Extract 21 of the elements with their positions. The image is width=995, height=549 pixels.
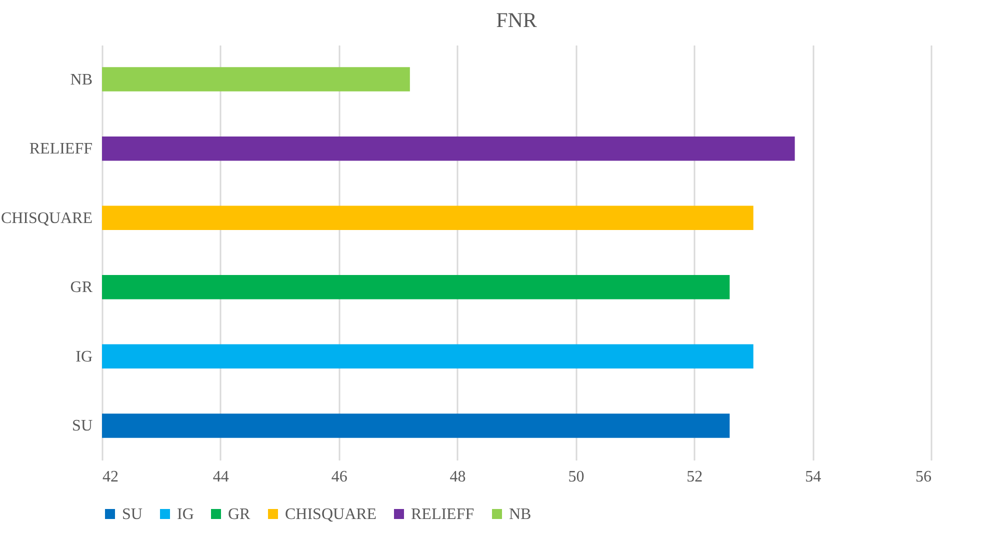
legend-label: RELIEFF xyxy=(411,506,474,523)
x-tick-label: 50 xyxy=(568,468,584,486)
y-tick-label: RELIEFF xyxy=(29,140,93,158)
y-tick-label: NB xyxy=(70,71,92,88)
y-tick-label: IG xyxy=(76,348,93,366)
legend-label: GR xyxy=(228,506,251,523)
x-tick-label: 48 xyxy=(450,468,466,486)
x-tick-label: 42 xyxy=(102,468,118,486)
y-tick-label: SU xyxy=(72,418,93,435)
x-tick-label: 52 xyxy=(686,468,703,486)
y-tick-label: GR xyxy=(70,279,93,296)
legend-label: IG xyxy=(177,506,194,523)
x-tick-label: 54 xyxy=(805,468,822,486)
legend-label: SU xyxy=(122,506,143,523)
x-tick-label: 46 xyxy=(331,468,348,486)
y-tick-label: CHISQUARE xyxy=(0,210,92,227)
x-tick-label: 44 xyxy=(212,468,229,486)
legend-label: NB xyxy=(509,506,532,523)
x-tick-label: 56 xyxy=(916,468,932,486)
chart-title: FNR xyxy=(496,8,537,32)
legend-label: CHISQUARE xyxy=(285,506,377,523)
